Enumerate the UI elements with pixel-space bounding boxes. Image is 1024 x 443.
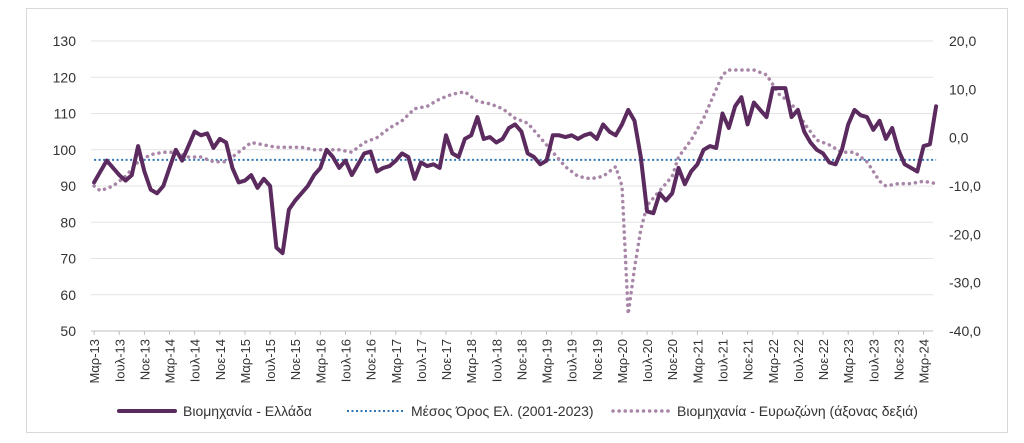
x-tick-label: Ιουλ-19 xyxy=(565,339,580,382)
left-y-tick-label: 50 xyxy=(60,323,76,339)
x-tick-label: Μαρ-15 xyxy=(238,339,253,384)
left-y-tick-label: 100 xyxy=(53,142,77,158)
x-tick-label: Ιουλ-20 xyxy=(640,339,655,382)
left-y-tick-label: 80 xyxy=(60,214,76,230)
x-tick-label: Μαρ-18 xyxy=(464,339,479,384)
x-tick-label: Μαρ-20 xyxy=(615,339,630,384)
x-tick-label: Ιουλ-17 xyxy=(414,339,429,382)
x-tick-label: Νοε-13 xyxy=(137,339,152,380)
chart-frame: 50 60 70 80 90 100 110 120 130 -40,0 -30,0 -20,0 -1… xyxy=(26,8,1008,433)
x-tick-label: Νοε-17 xyxy=(439,339,454,380)
x-tick-label: Ιουλ-22 xyxy=(791,339,806,382)
left-y-tick-label: 70 xyxy=(60,251,76,267)
series-lines xyxy=(92,68,939,316)
left-y-tick-label: 90 xyxy=(60,178,76,194)
series-line-2 xyxy=(92,68,938,316)
line-chart: 50 60 70 80 90 100 110 120 130 -40,0 -30,0 -20,0 -1… xyxy=(53,33,981,419)
legend: Βιομηχανία - Ελλάδα Μέσος Όρος Ελ. (2001-… xyxy=(117,403,918,419)
x-tick-label: Ιουλ-15 xyxy=(263,339,278,382)
x-tick-label: Μαρ-16 xyxy=(313,339,328,384)
x-tick-label: Μαρ-13 xyxy=(87,339,102,384)
x-tick-label: Μαρ-23 xyxy=(841,339,856,384)
x-tick-label: Ιουλ-14 xyxy=(188,339,203,382)
x-tick-label: Νοε-14 xyxy=(213,339,228,380)
series-line-0 xyxy=(92,86,939,256)
x-tick-label: Ιουλ-18 xyxy=(489,339,504,382)
right-y-tick-label: 20,0 xyxy=(949,33,976,49)
right-y-tick-label: -40,0 xyxy=(949,323,981,339)
left-y-axis: 50 60 70 80 90 100 110 120 130 xyxy=(53,33,77,339)
legend-label-1: Μέσος Όρος Ελ. (2001-2023) xyxy=(411,403,594,419)
x-tick-label: Νοε-15 xyxy=(288,339,303,380)
x-tick-label: Μαρ-24 xyxy=(917,339,932,384)
right-y-tick-label: -20,0 xyxy=(949,226,981,242)
x-tick-label: Μαρ-22 xyxy=(766,339,781,384)
x-tick-label: Νοε-23 xyxy=(891,339,906,380)
left-y-tick-label: 120 xyxy=(53,69,77,85)
x-tick-label: Μαρ-17 xyxy=(389,339,404,384)
right-y-tick-label: -10,0 xyxy=(949,178,981,194)
right-y-tick-label: -30,0 xyxy=(949,275,981,291)
x-axis: Μαρ-13 Ιουλ-13 Νοε-13 Μαρ-14 Ιουλ-14 Νοε-14 Μα… xyxy=(87,331,932,384)
x-tick-label: Ιουλ-13 xyxy=(112,339,127,382)
left-y-tick-label: 60 xyxy=(60,287,76,303)
right-y-axis: -40,0 -30,0 -20,0 -10,0 0,0 10,0 20,0 xyxy=(949,33,981,339)
gridlines xyxy=(91,40,933,332)
x-tick-label: Ιουλ-21 xyxy=(716,339,731,382)
x-tick-label: Ιουλ-16 xyxy=(338,339,353,382)
right-y-tick-label: 0,0 xyxy=(949,130,969,146)
x-tick-label: Ιουλ-23 xyxy=(866,339,881,382)
x-tick-label: Νοε-21 xyxy=(741,339,756,380)
x-tick-label: Νοε-16 xyxy=(364,339,379,380)
legend-label-2: Βιομηχανία - Ευρωζώνη (άξονας δεξιά) xyxy=(677,403,918,419)
x-tick-label: Νοε-22 xyxy=(816,339,831,380)
x-tick-label: Μαρ-14 xyxy=(163,339,178,384)
left-y-tick-label: 110 xyxy=(54,106,77,122)
x-tick-label: Μαρ-19 xyxy=(540,339,555,384)
x-tick-label: Νοε-20 xyxy=(665,339,680,380)
x-tick-label: Νοε-18 xyxy=(514,339,529,380)
legend-label-0: Βιομηχανία - Ελλάδα xyxy=(183,403,312,419)
right-y-tick-label: 10,0 xyxy=(949,81,976,97)
x-tick-label: Μαρ-21 xyxy=(690,339,705,384)
left-y-tick-label: 130 xyxy=(53,33,77,49)
x-tick-label: Νοε-19 xyxy=(590,339,605,380)
